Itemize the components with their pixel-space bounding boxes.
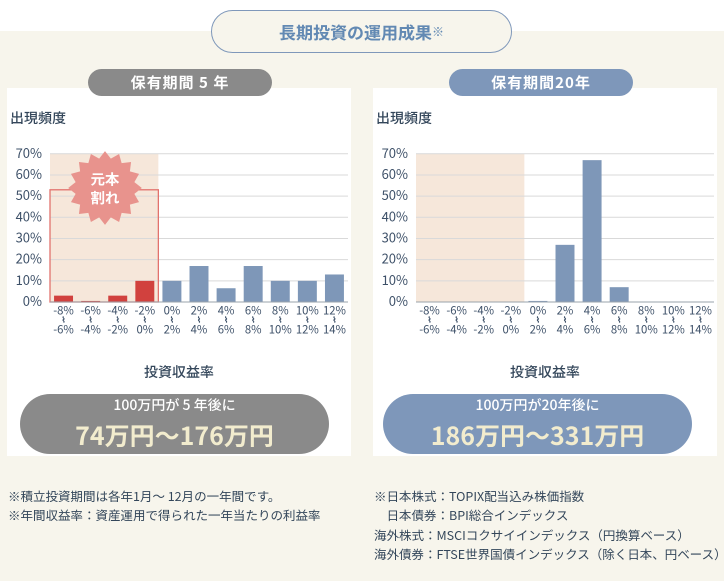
svg-text:8%: 8%	[272, 302, 289, 318]
svg-text:4%: 4%	[557, 321, 574, 337]
svg-text:30%: 30%	[382, 227, 408, 246]
svg-text:60%: 60%	[16, 164, 42, 183]
svg-text:-6%: -6%	[419, 321, 440, 337]
svg-text:-4%: -4%	[446, 321, 467, 337]
svg-text:10%: 10%	[662, 302, 685, 318]
svg-text:8%: 8%	[611, 321, 628, 337]
svg-text:-2%: -2%	[473, 321, 494, 337]
svg-text:0%: 0%	[23, 291, 42, 310]
svg-text:6%: 6%	[245, 302, 262, 318]
svg-text:-6%: -6%	[53, 321, 74, 337]
svg-text:-8%: -8%	[419, 302, 440, 318]
svg-text:-2%: -2%	[135, 302, 156, 318]
svg-text:割れ: 割れ	[91, 187, 120, 208]
svg-text:14%: 14%	[689, 321, 712, 337]
svg-text:2%: 2%	[164, 321, 181, 337]
svg-text:8%: 8%	[245, 321, 262, 337]
svg-text:6%: 6%	[218, 321, 235, 337]
svg-text:4%: 4%	[218, 302, 235, 318]
svg-text:10%: 10%	[382, 270, 408, 289]
svg-text:50%: 50%	[16, 185, 42, 204]
svg-text:50%: 50%	[382, 185, 408, 204]
svg-text:-8%: -8%	[53, 302, 74, 318]
svg-text:-4%: -4%	[473, 302, 494, 318]
svg-text:0%: 0%	[502, 321, 519, 337]
svg-text:20%: 20%	[16, 249, 42, 268]
svg-text:20%: 20%	[382, 249, 408, 268]
svg-text:8%: 8%	[638, 302, 655, 318]
svg-text:12%: 12%	[689, 302, 712, 318]
svg-text:70%: 70%	[16, 143, 42, 162]
svg-text:-6%: -6%	[80, 302, 101, 318]
svg-text:0%: 0%	[164, 302, 181, 318]
svg-text:4%: 4%	[191, 321, 208, 337]
svg-text:14%: 14%	[323, 321, 346, 337]
svg-text:10%: 10%	[269, 321, 292, 337]
svg-text:2%: 2%	[557, 302, 574, 318]
svg-text:0%: 0%	[389, 291, 408, 310]
svg-text:10%: 10%	[16, 270, 42, 289]
svg-text:-4%: -4%	[107, 302, 128, 318]
svg-text:30%: 30%	[16, 227, 42, 246]
svg-text:6%: 6%	[611, 302, 628, 318]
svg-text:40%: 40%	[382, 206, 408, 225]
svg-text:-2%: -2%	[501, 302, 522, 318]
svg-text:12%: 12%	[323, 302, 346, 318]
svg-text:12%: 12%	[296, 321, 319, 337]
svg-text:10%: 10%	[635, 321, 658, 337]
svg-text:60%: 60%	[382, 164, 408, 183]
svg-text:-6%: -6%	[446, 302, 467, 318]
svg-text:-2%: -2%	[107, 321, 128, 337]
svg-text:0%: 0%	[136, 321, 153, 337]
svg-text:70%: 70%	[382, 143, 408, 162]
svg-text:6%: 6%	[584, 321, 601, 337]
svg-text:4%: 4%	[584, 302, 601, 318]
svg-text:2%: 2%	[530, 321, 547, 337]
svg-text:12%: 12%	[662, 321, 685, 337]
svg-text:10%: 10%	[296, 302, 319, 318]
svg-text:0%: 0%	[530, 302, 547, 318]
svg-text:40%: 40%	[16, 206, 42, 225]
svg-text:-4%: -4%	[80, 321, 101, 337]
svg-text:2%: 2%	[191, 302, 208, 318]
